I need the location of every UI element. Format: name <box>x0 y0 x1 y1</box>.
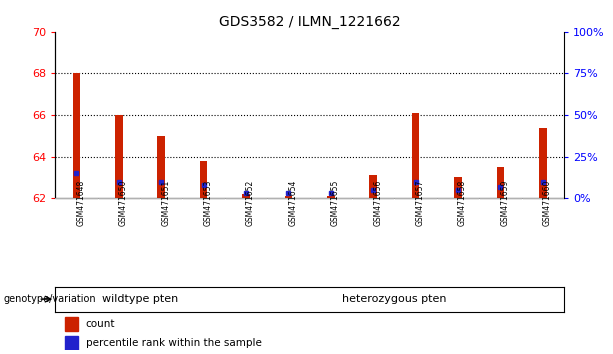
Text: GSM471652: GSM471652 <box>246 179 255 226</box>
Text: GSM471657: GSM471657 <box>416 179 425 226</box>
Bar <box>200 161 207 198</box>
Bar <box>66 336 78 350</box>
Text: GSM471658: GSM471658 <box>458 179 467 226</box>
Text: percentile rank within the sample: percentile rank within the sample <box>86 338 262 348</box>
Bar <box>115 115 123 198</box>
Bar <box>158 136 165 198</box>
Text: GSM471651: GSM471651 <box>161 179 170 226</box>
Text: GSM471659: GSM471659 <box>500 179 509 226</box>
Text: GSM471660: GSM471660 <box>543 179 552 226</box>
Bar <box>72 74 80 198</box>
Text: GSM471653: GSM471653 <box>204 179 213 226</box>
Bar <box>327 196 335 198</box>
Bar <box>539 127 547 198</box>
Text: GSM471656: GSM471656 <box>373 179 382 226</box>
Bar <box>454 177 462 198</box>
Text: GSM471654: GSM471654 <box>288 179 297 226</box>
Bar <box>242 194 249 198</box>
Text: genotype/variation: genotype/variation <box>3 294 96 304</box>
Bar <box>412 113 419 198</box>
Bar <box>284 196 292 198</box>
Bar <box>497 167 504 198</box>
Text: heterozygous pten: heterozygous pten <box>342 294 447 304</box>
Title: GDS3582 / ILMN_1221662: GDS3582 / ILMN_1221662 <box>219 16 400 29</box>
Bar <box>66 317 78 331</box>
Text: GSM471655: GSM471655 <box>331 179 340 226</box>
Text: GSM471648: GSM471648 <box>77 179 85 226</box>
Bar <box>370 175 377 198</box>
Text: count: count <box>86 319 115 329</box>
Text: GSM471650: GSM471650 <box>119 179 128 226</box>
Text: wildtype pten: wildtype pten <box>102 294 178 304</box>
